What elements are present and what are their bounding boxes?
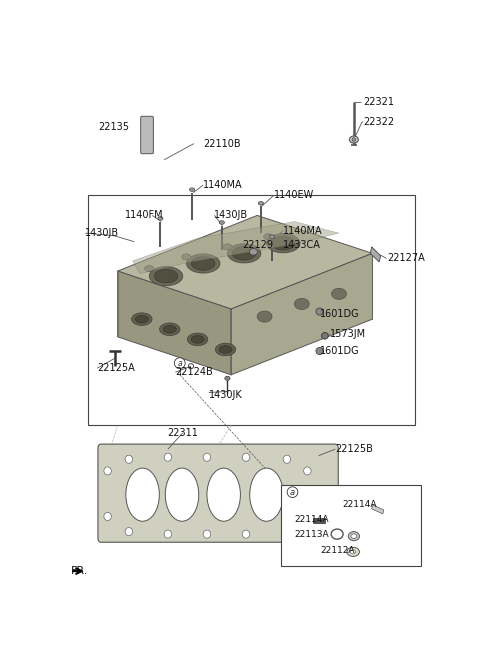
Ellipse shape (304, 467, 311, 475)
Polygon shape (370, 247, 381, 262)
Ellipse shape (219, 346, 232, 353)
Text: 1140FM: 1140FM (125, 210, 164, 221)
Text: 1140EW: 1140EW (274, 190, 314, 200)
Ellipse shape (242, 453, 250, 461)
Ellipse shape (350, 550, 356, 554)
Ellipse shape (316, 348, 324, 355)
Ellipse shape (232, 246, 256, 260)
Text: 1601DG: 1601DG (321, 346, 360, 356)
Text: 1430JK: 1430JK (209, 390, 242, 400)
Ellipse shape (242, 530, 250, 538)
Ellipse shape (158, 217, 163, 220)
Text: 22321: 22321 (363, 97, 394, 106)
Ellipse shape (348, 532, 360, 541)
Polygon shape (118, 215, 372, 309)
Ellipse shape (352, 138, 356, 141)
Ellipse shape (349, 136, 359, 143)
Text: 1140MA: 1140MA (203, 180, 243, 190)
Ellipse shape (203, 453, 211, 461)
Polygon shape (313, 518, 325, 523)
Ellipse shape (347, 547, 360, 556)
Text: 22113A: 22113A (294, 530, 329, 539)
Ellipse shape (264, 234, 273, 240)
Ellipse shape (228, 244, 261, 263)
Text: 1140MA: 1140MA (283, 225, 323, 236)
Ellipse shape (332, 288, 347, 300)
Polygon shape (372, 505, 384, 514)
Text: 22112A: 22112A (321, 546, 355, 555)
Ellipse shape (125, 455, 132, 463)
Polygon shape (231, 254, 372, 374)
Ellipse shape (149, 267, 183, 286)
Ellipse shape (225, 376, 230, 380)
Text: 1573JM: 1573JM (330, 329, 366, 339)
FancyBboxPatch shape (98, 444, 338, 542)
Ellipse shape (104, 467, 111, 475)
Ellipse shape (187, 333, 208, 346)
Text: 22311: 22311 (168, 428, 198, 438)
Text: 1601DG: 1601DG (321, 309, 360, 319)
Ellipse shape (250, 468, 283, 521)
Text: 22114A: 22114A (294, 516, 329, 524)
Ellipse shape (191, 336, 204, 343)
Bar (88, 195, 415, 425)
Ellipse shape (159, 323, 180, 336)
Bar (281, 485, 421, 566)
Text: 1430JB: 1430JB (215, 210, 249, 221)
Text: 22110B: 22110B (203, 139, 240, 148)
Ellipse shape (132, 313, 152, 325)
Ellipse shape (192, 257, 215, 270)
Ellipse shape (104, 512, 111, 520)
Ellipse shape (249, 248, 258, 255)
Text: 22125A: 22125A (97, 363, 135, 373)
Ellipse shape (163, 325, 176, 333)
Ellipse shape (207, 468, 240, 521)
Ellipse shape (164, 453, 172, 461)
Ellipse shape (272, 237, 295, 250)
Text: 22127A: 22127A (387, 254, 425, 263)
Ellipse shape (258, 202, 264, 205)
Polygon shape (132, 221, 339, 273)
Text: 22322: 22322 (363, 117, 394, 127)
Ellipse shape (294, 298, 309, 309)
Ellipse shape (186, 254, 220, 273)
Ellipse shape (144, 265, 154, 271)
Ellipse shape (182, 254, 191, 260)
Ellipse shape (164, 530, 172, 538)
Text: a: a (178, 359, 182, 368)
Ellipse shape (269, 235, 275, 238)
Ellipse shape (125, 528, 132, 535)
Text: 22125B: 22125B (335, 444, 373, 454)
Ellipse shape (304, 512, 311, 520)
Text: 22124B: 22124B (175, 367, 213, 377)
Ellipse shape (203, 530, 211, 538)
Text: 22114A: 22114A (343, 500, 377, 509)
Ellipse shape (266, 234, 300, 253)
Ellipse shape (223, 244, 232, 250)
Ellipse shape (135, 315, 148, 323)
Text: FR.: FR. (71, 566, 88, 576)
FancyBboxPatch shape (141, 116, 154, 154)
Ellipse shape (283, 455, 290, 463)
Ellipse shape (219, 221, 225, 224)
Ellipse shape (283, 528, 290, 535)
Polygon shape (118, 271, 231, 374)
Ellipse shape (316, 308, 324, 315)
Text: a: a (290, 487, 295, 497)
Ellipse shape (322, 332, 328, 339)
Text: 1430JB: 1430JB (85, 228, 120, 238)
Text: 22135: 22135 (98, 122, 129, 132)
Ellipse shape (154, 269, 178, 283)
Text: 1433CA: 1433CA (283, 240, 321, 250)
Ellipse shape (216, 343, 236, 356)
Ellipse shape (351, 534, 357, 539)
Text: 22129: 22129 (242, 240, 273, 250)
Ellipse shape (257, 311, 272, 322)
Ellipse shape (190, 188, 195, 191)
Ellipse shape (126, 468, 159, 521)
Ellipse shape (165, 468, 199, 521)
